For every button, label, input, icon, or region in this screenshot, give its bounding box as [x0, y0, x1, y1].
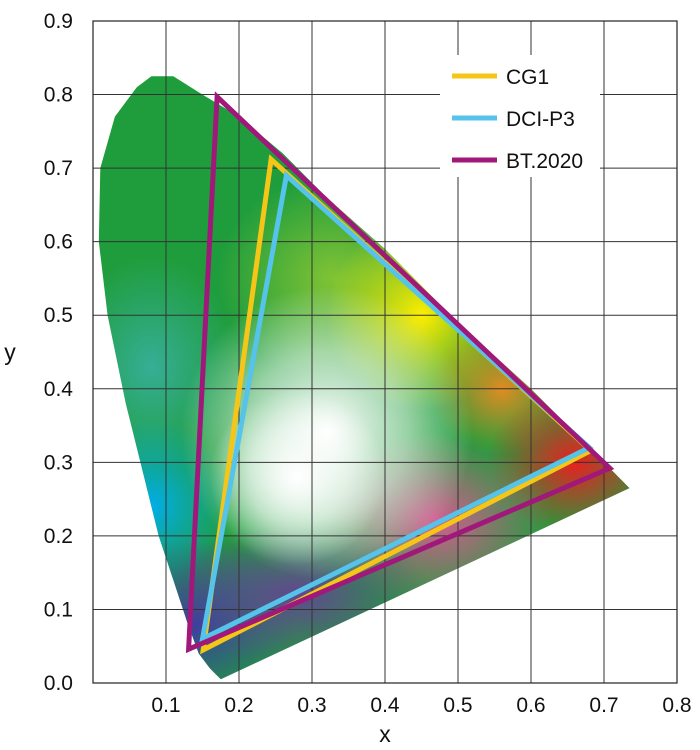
y-tick-label: 0.2: [44, 525, 73, 548]
y-tick-label: 0.4: [44, 378, 74, 401]
tick-labels: 0.1 0.2 0.3 0.4 0.5 0.6 0.7 0.8 0.0 0.1 0.2 0.3 0.4 0…: [44, 10, 692, 717]
y-tick-label: 0.8: [44, 84, 73, 107]
y-tick-label: 0.7: [44, 157, 73, 180]
x-tick-label: 0.2: [224, 694, 253, 717]
y-axis-title: y: [4, 339, 16, 365]
y-tick-label: 0.1: [44, 598, 73, 621]
gamut-triangle-dci-p3: [199, 170, 594, 644]
legend-label: BT.2020: [506, 150, 583, 173]
legend: CG1 DCI-P3 BT.2020: [440, 55, 600, 177]
x-tick-label: 0.5: [443, 694, 472, 717]
y-tick-label: 0.5: [44, 304, 73, 327]
x-tick-label: 0.8: [662, 694, 691, 717]
gamut-triangles: [185, 91, 615, 655]
x-tick-label: 0.1: [151, 694, 180, 717]
grid: [93, 21, 677, 683]
x-axis-title: x: [379, 721, 391, 747]
legend-label: CG1: [506, 66, 549, 89]
x-tick-label: 0.3: [297, 694, 326, 717]
x-tick-label: 0.4: [370, 694, 400, 717]
y-tick-label: 0.0: [44, 672, 73, 695]
x-tick-label: 0.6: [516, 694, 545, 717]
plot-frame: [92, 20, 678, 684]
gamut-triangle-bt-2020: [185, 91, 615, 654]
y-tick-label: 0.6: [44, 231, 73, 254]
legend-label: DCI-P3: [506, 108, 575, 131]
y-tick-label: 0.3: [44, 451, 73, 474]
y-tick-label: 0.9: [44, 10, 73, 33]
x-tick-label: 0.7: [589, 694, 618, 717]
